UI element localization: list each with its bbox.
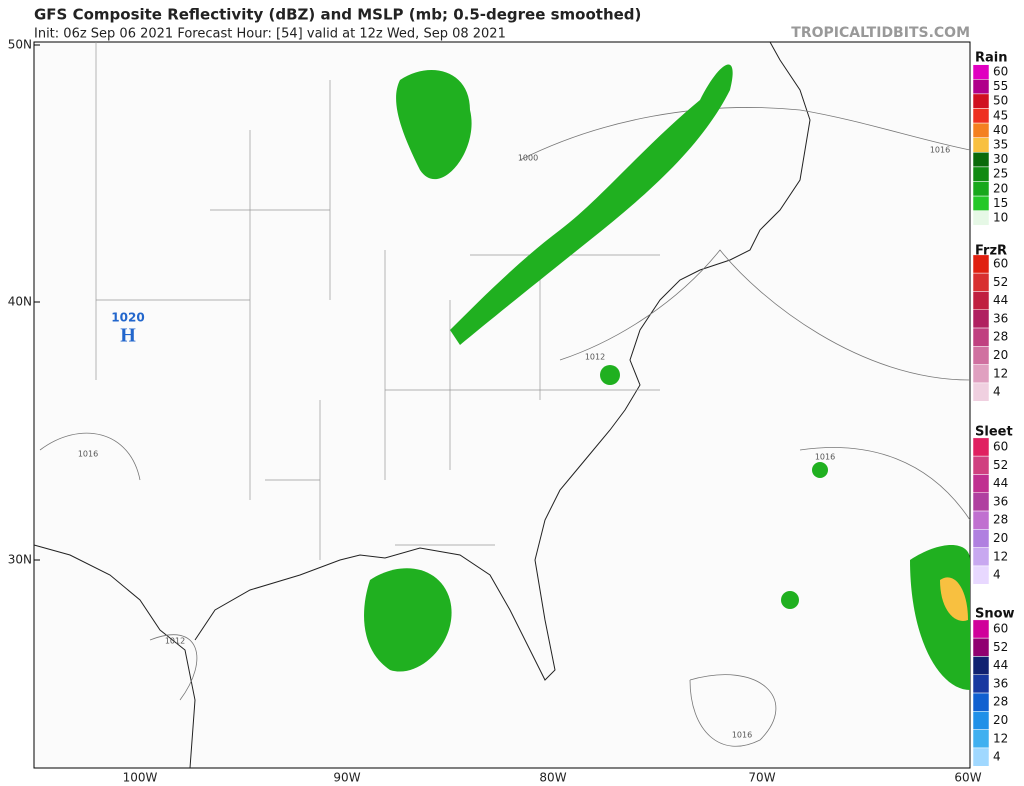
title: GFS Composite Reflectivity (dBZ) and MSL… [34, 6, 641, 24]
legend-label: 44 [993, 658, 1008, 672]
legend-label: 4 [993, 385, 1001, 399]
subtitle: Init: 06z Sep 06 2021 Forecast Hour: [54… [34, 27, 506, 42]
high-pressure-value: 1020 [111, 311, 144, 325]
legend-swatch [972, 729, 990, 749]
lat-label: 30N [8, 553, 32, 567]
legend-label: 60 [993, 440, 1008, 454]
lon-label: 80W [539, 771, 566, 785]
legend-label: 52 [993, 275, 1008, 289]
legend-label: 36 [993, 676, 1008, 690]
legend-label: 12 [993, 366, 1008, 380]
isobar-label: 1012 [585, 353, 605, 362]
legend-label: 35 [993, 138, 1008, 152]
legend-swatch [972, 455, 990, 475]
legend-swatch [972, 195, 990, 211]
legend-swatch [972, 152, 990, 168]
legend-label: 52 [993, 458, 1008, 472]
legend-label: 4 [993, 750, 1001, 764]
legend-swatch [972, 492, 990, 512]
legend-label: 44 [993, 293, 1008, 307]
legend-label: 25 [993, 167, 1008, 181]
isobar-label: 1016 [732, 731, 752, 740]
legend-label: 60 [993, 65, 1008, 79]
legend-label: 10 [993, 211, 1008, 225]
legend-label: 36 [993, 494, 1008, 508]
legend-swatch [972, 64, 990, 80]
legend-label: 44 [993, 476, 1008, 490]
legend-swatch [972, 327, 990, 347]
legend-label: 40 [993, 123, 1008, 137]
legend-title: Sleet [975, 425, 1013, 440]
legend-swatch [972, 309, 990, 329]
legend-swatch [972, 108, 990, 124]
legend-label: 28 [993, 513, 1008, 527]
site-credit: TROPICALTIDBITS.COM [791, 25, 970, 41]
legend-swatch [972, 747, 990, 767]
legend-swatch [972, 79, 990, 95]
legend-swatch [972, 291, 990, 311]
borders [95, 42, 660, 560]
legend-label: 28 [993, 695, 1008, 709]
legend-swatch [972, 93, 990, 109]
legend-swatch [972, 474, 990, 494]
legend-label: 20 [993, 713, 1008, 727]
lon-label: 60W [954, 771, 981, 785]
high-pressure-symbol: H [120, 325, 136, 347]
legend-title: Rain [975, 51, 1008, 66]
legend-label: 20 [993, 348, 1008, 362]
lon-label: 70W [748, 771, 775, 785]
legend-swatch [972, 692, 990, 712]
legend-swatch [972, 637, 990, 657]
legend-swatch [972, 674, 990, 694]
legend-swatch [972, 565, 990, 585]
legend-label: 52 [993, 640, 1008, 654]
legend-swatch [972, 656, 990, 676]
isobar-label: 1012 [165, 637, 185, 646]
legend-title: Snow [975, 607, 1015, 622]
legend-swatch [972, 364, 990, 384]
legend-label: 60 [993, 257, 1008, 271]
legend-swatch [972, 210, 990, 226]
legend-swatch [972, 437, 990, 457]
heavy-rain [940, 577, 968, 621]
legend-swatch [972, 254, 990, 274]
isobars [39, 107, 971, 747]
legend-label: 55 [993, 79, 1008, 93]
legend-swatch [972, 346, 990, 365]
legend-label: 30 [993, 152, 1008, 166]
legend-label: 20 [993, 181, 1008, 195]
legend-label: 50 [993, 94, 1008, 108]
lon-label: 100W [123, 771, 158, 785]
legend-swatch [972, 181, 990, 197]
legend-swatch [972, 510, 990, 530]
legend-label: 60 [993, 622, 1008, 636]
legend-label: 28 [993, 330, 1008, 344]
lat-label: 50N [8, 38, 32, 52]
isobar-label: 1016 [815, 453, 835, 462]
legend-label: 15 [993, 196, 1008, 210]
isobar-label: 1016 [78, 450, 98, 459]
legend-swatch [972, 547, 990, 567]
legend-label: 36 [993, 311, 1008, 325]
legend-label: 4 [993, 568, 1001, 582]
isobar-label: 1016 [930, 146, 950, 155]
lat-label: 40N [8, 295, 32, 309]
legend-swatch [972, 122, 990, 138]
legend-swatch [972, 272, 990, 292]
legend-label: 12 [993, 731, 1008, 745]
legend-swatch [972, 529, 990, 548]
legend-swatch [972, 619, 990, 639]
isobar-label: 1000 [518, 154, 538, 163]
coastline [33, 41, 811, 769]
legend-label: 20 [993, 531, 1008, 545]
legend-swatch [972, 711, 990, 730]
legend-swatch [972, 166, 990, 182]
map-frame [33, 41, 971, 769]
lon-label: 90W [333, 771, 360, 785]
legend-label: 45 [993, 108, 1008, 122]
legend-label: 12 [993, 549, 1008, 563]
legend-swatch [972, 382, 990, 402]
legend-swatch [972, 137, 990, 153]
